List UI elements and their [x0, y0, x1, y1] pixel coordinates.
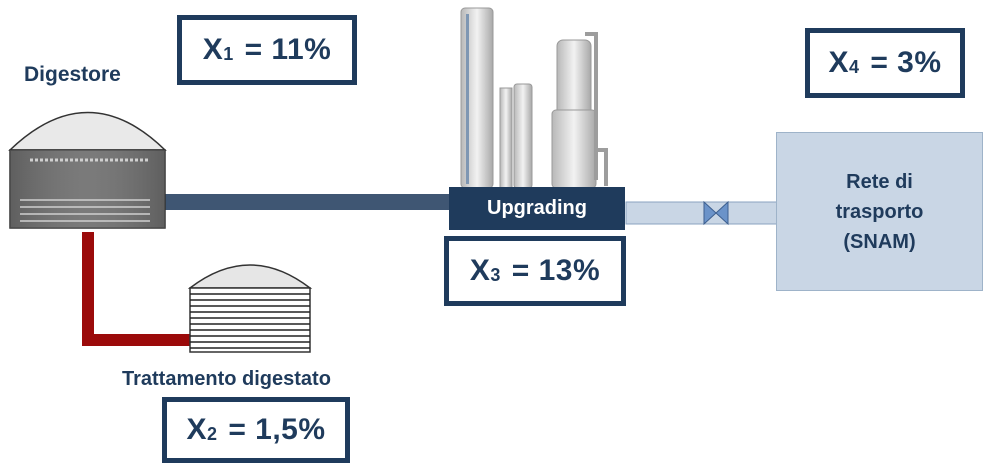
biogas-line [165, 194, 455, 210]
digester-tank-icon [8, 111, 167, 229]
network-label-line3: (SNAM) [843, 230, 916, 253]
digester-label: Digestore [24, 63, 121, 86]
x2-value: = 1,5% [228, 413, 326, 446]
x1-var: X [202, 33, 224, 66]
transport-network-box: Rete di trasporto (SNAM) [776, 132, 983, 291]
x4-var: X [828, 46, 849, 79]
x4-value: = 3% [870, 46, 942, 79]
digestate-treatment-label: Trattamento digestato [122, 368, 331, 390]
x4-subscript: 4 [848, 56, 860, 77]
x1-subscript: 1 [223, 43, 234, 64]
upgrading-label: Upgrading [449, 187, 625, 230]
x3-value: = 13% [511, 254, 601, 287]
x2-var: X [186, 413, 207, 446]
valve-icon [703, 200, 729, 226]
x1-value: = 11% [244, 33, 332, 66]
network-label-line1: Rete di [846, 170, 913, 193]
x3-var: X [469, 254, 491, 287]
digestate-line [82, 232, 190, 346]
digestate-tank-icon [187, 264, 313, 353]
x3-subscript: 3 [490, 264, 501, 285]
x2-subscript: 2 [206, 423, 218, 444]
network-label-line2: trasporto [835, 200, 924, 223]
upgrading-plant-icon [460, 7, 608, 189]
